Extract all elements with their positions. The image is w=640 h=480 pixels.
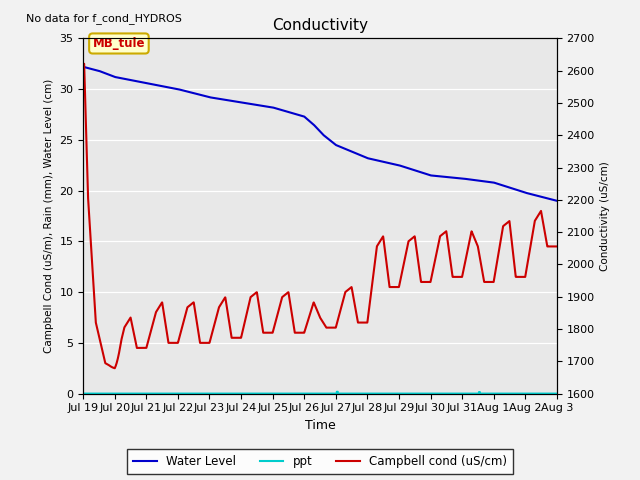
X-axis label: Time: Time <box>305 419 335 432</box>
Y-axis label: Conductivity (uS/cm): Conductivity (uS/cm) <box>600 161 611 271</box>
Text: MB_tule: MB_tule <box>93 37 145 50</box>
Y-axis label: Campbell Cond (uS/m), Rain (mm), Water Level (cm): Campbell Cond (uS/m), Rain (mm), Water L… <box>44 79 54 353</box>
Text: No data for f_cond_HYDROS: No data for f_cond_HYDROS <box>26 13 182 24</box>
Title: Conductivity: Conductivity <box>272 18 368 33</box>
Legend: Water Level, ppt, Campbell cond (uS/cm): Water Level, ppt, Campbell cond (uS/cm) <box>127 449 513 474</box>
